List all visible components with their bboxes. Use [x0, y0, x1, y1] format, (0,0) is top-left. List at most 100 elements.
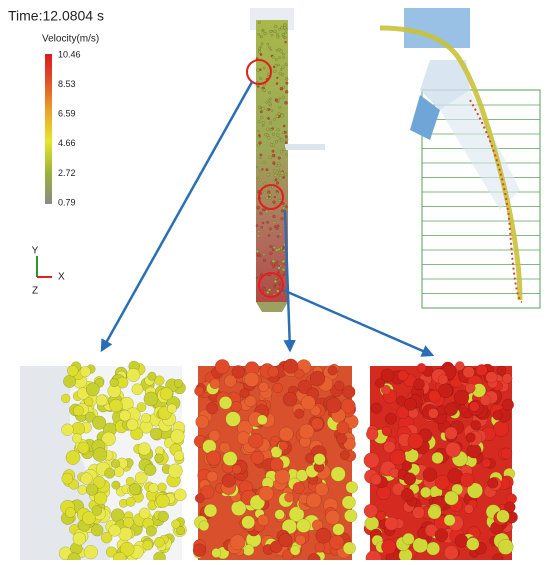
zoom-panels — [20, 359, 518, 560]
particle — [258, 48, 260, 50]
particle — [281, 66, 284, 69]
particle — [423, 468, 437, 482]
particle — [204, 504, 217, 517]
particle — [455, 361, 464, 370]
axes-triad: Y X Z — [32, 246, 65, 297]
particle — [282, 268, 285, 271]
particle — [275, 222, 277, 224]
particle — [127, 419, 139, 431]
particle — [482, 459, 491, 468]
particle — [267, 137, 270, 140]
particle — [444, 491, 458, 505]
particle — [268, 366, 279, 377]
particle — [269, 252, 272, 255]
particle — [226, 412, 241, 427]
particle — [404, 398, 416, 410]
particle — [412, 507, 424, 519]
particle — [274, 174, 277, 177]
particle — [376, 511, 385, 520]
particle — [283, 359, 298, 374]
particle — [257, 206, 260, 209]
particle — [283, 176, 285, 178]
particle — [276, 49, 278, 51]
particle — [263, 161, 266, 164]
particle — [259, 77, 261, 79]
particle — [471, 420, 481, 430]
particle — [343, 542, 355, 554]
particle — [337, 421, 349, 433]
particle — [258, 33, 260, 35]
particle — [343, 386, 356, 399]
particle — [276, 115, 279, 118]
particle — [283, 392, 297, 406]
particle — [260, 116, 263, 119]
particle — [265, 210, 268, 213]
particle — [268, 117, 270, 119]
particle — [432, 452, 444, 464]
particle — [364, 504, 378, 518]
particle — [210, 379, 220, 389]
particle — [257, 235, 260, 238]
axis-z: Z — [32, 286, 38, 297]
particle — [326, 510, 340, 524]
particle — [267, 43, 269, 45]
particle — [333, 523, 345, 535]
particle — [268, 234, 270, 236]
colorbar-ticks: 10.468.536.594.662.720.79 — [58, 49, 81, 207]
particle — [270, 104, 272, 106]
particle — [276, 290, 279, 293]
particle — [259, 212, 262, 215]
particle — [138, 443, 151, 456]
particle — [398, 370, 409, 381]
particle — [256, 277, 258, 279]
particle — [285, 37, 287, 39]
particle — [277, 162, 280, 165]
particle — [119, 410, 130, 421]
particle — [146, 526, 157, 537]
particle — [265, 188, 268, 191]
particle — [149, 483, 159, 493]
axis-y: Y — [32, 246, 39, 257]
particle — [336, 433, 347, 444]
particle — [331, 467, 346, 482]
particle — [408, 433, 423, 448]
particle — [258, 106, 261, 109]
particle — [275, 469, 290, 484]
particle — [261, 226, 263, 228]
particle — [276, 227, 279, 230]
particle — [435, 529, 448, 542]
particle — [420, 487, 431, 498]
particle — [275, 164, 277, 166]
particle — [264, 183, 266, 185]
particle — [278, 169, 280, 171]
particle — [278, 28, 280, 30]
particle — [258, 120, 260, 122]
particle — [460, 473, 474, 487]
colorbar-tick-label: 2.72 — [58, 168, 76, 178]
particle — [127, 368, 140, 381]
particle — [280, 265, 282, 267]
particle — [260, 273, 262, 275]
particle — [463, 366, 475, 378]
particle — [272, 248, 274, 250]
particle — [260, 46, 262, 48]
particle — [275, 141, 278, 144]
particle — [148, 372, 156, 380]
particle — [282, 53, 284, 55]
particle — [78, 485, 87, 494]
particle — [167, 404, 176, 413]
particle — [268, 91, 270, 93]
colorbar-tick-label: 10.46 — [58, 49, 81, 59]
particle — [260, 111, 262, 113]
particle — [264, 32, 267, 35]
particle — [493, 411, 503, 421]
particle — [257, 177, 259, 179]
particle — [263, 253, 265, 255]
particle — [271, 129, 273, 131]
particle — [404, 473, 416, 485]
particle — [264, 133, 267, 136]
particle — [275, 99, 278, 102]
particle — [86, 383, 99, 396]
particle — [403, 533, 415, 545]
particle — [279, 533, 293, 547]
